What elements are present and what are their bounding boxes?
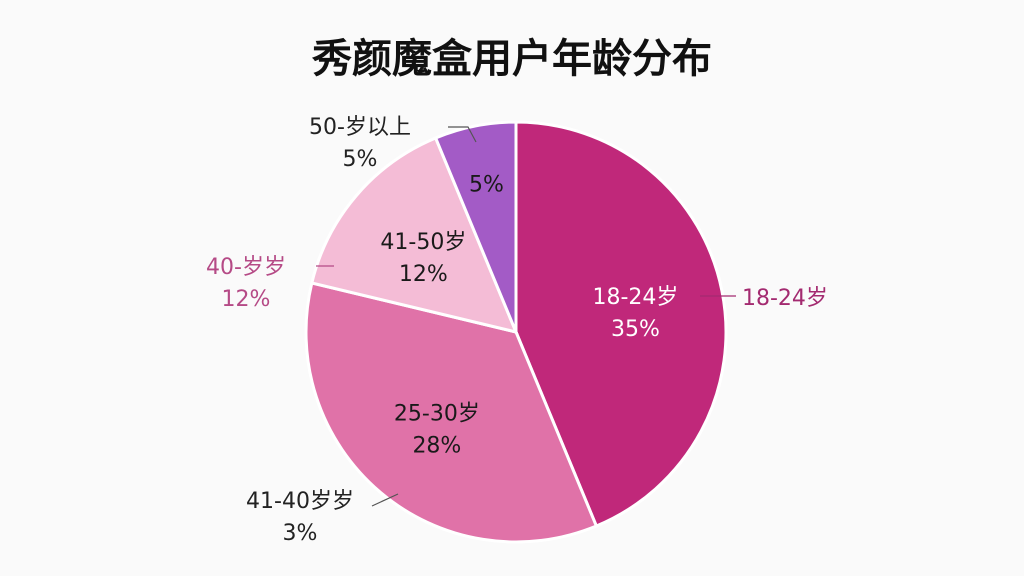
callout-18-24-line1: 18-24岁 [742,286,828,311]
callout-50-line2: 5% [343,147,378,172]
slice-label-0: 18-24岁 [592,285,678,310]
callout-50-leader [448,126,477,143]
pie-slice-1 [304,281,599,544]
slice-label-1: 25-30岁 [394,402,480,427]
callout-50: 50-岁以上 5% [309,115,477,172]
chart-title: 秀颜魔盒用户年龄分布 [311,36,712,82]
slice-value-3: 5% [469,173,504,198]
callout-18-24: 18-24岁 [700,286,828,311]
callout-40-line1: 40-岁岁 [206,255,286,280]
callout-41-40-line1: 41-40岁岁 [246,489,354,514]
slice-value-0: 35% [611,317,660,342]
slice-value-1: 28% [412,434,461,459]
pie-slice-0 [514,120,728,528]
callout-40: 40-岁岁 12% [206,255,334,312]
slice-value-2: 12% [399,262,448,287]
pie-inner-labels: 18-24岁 35% 25-30岁 28% 41-50岁 12% 5% [380,173,678,459]
callout-40-line2: 12% [222,287,271,312]
pie-callouts: 18-24岁 41-40岁岁 3% 40-岁岁 12% 50-岁以上 5% [206,115,828,546]
callout-41-40: 41-40岁岁 3% [246,489,399,546]
callout-41-40-line2: 3% [283,521,318,546]
pie-slice-3 [433,120,518,333]
pie-slices [304,120,728,544]
callout-41-40-leader [371,493,399,507]
callout-50-line1: 50-岁以上 [309,115,411,140]
slice-label-2: 41-50岁 [380,230,466,255]
